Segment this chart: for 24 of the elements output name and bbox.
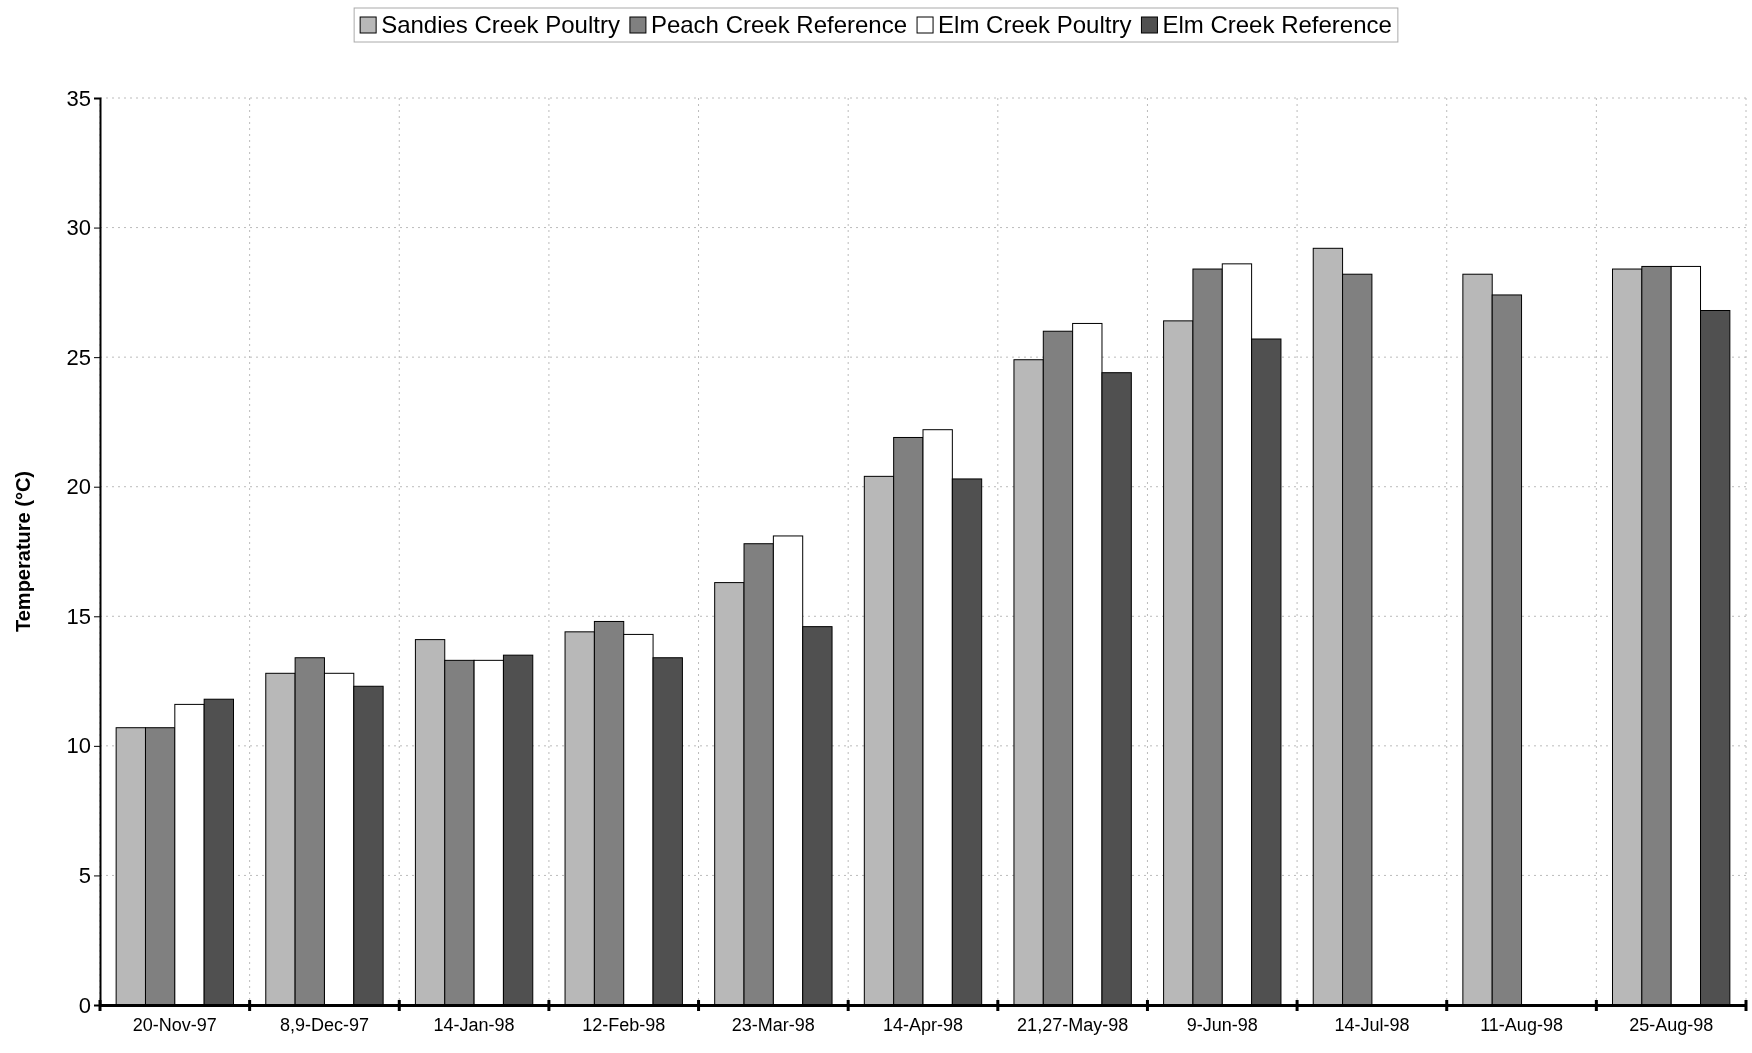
- legend-label: Elm Creek Reference: [1162, 11, 1392, 38]
- x-tick-label: 20-Nov-97: [132, 1015, 217, 1036]
- x-tick-label: 11-Aug-98: [1480, 1015, 1563, 1036]
- x-tick-label: 14-Apr-98: [882, 1015, 964, 1036]
- x-tick-label: 9-Jun-98: [1186, 1015, 1258, 1036]
- legend-label: Sandies Creek Poultry: [381, 11, 620, 38]
- y-tick-label: 10: [66, 733, 91, 759]
- y-tick-label: 0: [78, 992, 91, 1018]
- x-tick-label: 8,9-Dec-97: [279, 1015, 369, 1036]
- legend-label: Elm Creek Poultry: [938, 11, 1132, 38]
- y-tick-label: 25: [66, 344, 91, 370]
- y-axis-title: Temperature (°C): [12, 471, 34, 632]
- x-tick-label: 14-Jan-98: [433, 1015, 515, 1036]
- x-tick-label: 14-Jul-98: [1334, 1015, 1410, 1036]
- x-tick-label: 25-Aug-98: [1629, 1015, 1714, 1036]
- y-tick-label: 20: [66, 474, 91, 500]
- y-tick-label: 30: [66, 215, 91, 241]
- x-tick-label: 23-Mar-98: [731, 1015, 815, 1036]
- y-tick-label: 5: [78, 862, 91, 888]
- x-tick-label: 21,27-May-98: [1017, 1015, 1129, 1036]
- y-tick-label: 15: [66, 603, 91, 629]
- x-tick-label: 12-Feb-98: [582, 1015, 666, 1036]
- y-tick-label: 35: [66, 85, 91, 111]
- legend-label: Peach Creek Reference: [650, 11, 908, 38]
